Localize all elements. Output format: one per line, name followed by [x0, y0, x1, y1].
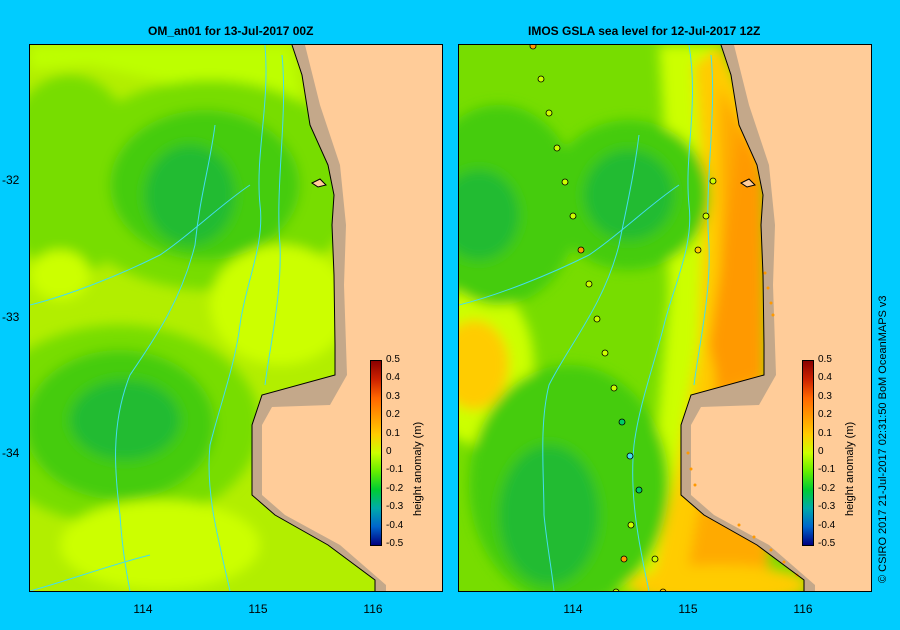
colorbar-tick-label: -0.3	[386, 501, 404, 513]
left-map-panel	[29, 44, 443, 592]
credit-text: © CSIRO 2017 21-Jul-2017 02:31:50 BoM Oc…	[877, 295, 889, 583]
lat-label-34: -34	[2, 446, 20, 460]
colorbar-tick-label: -0.4	[386, 519, 404, 531]
right-map-svg	[459, 45, 871, 591]
colorbar-tick-label: -0.2	[386, 482, 404, 494]
colorbar-tick-label: 0.3	[818, 390, 832, 402]
colorbar-tick-label: -0.4	[818, 519, 836, 531]
right-lon-label-114: 114	[563, 602, 583, 616]
colorbar-tick-label: 0.3	[386, 390, 400, 402]
left-colorbar-title: height anomaly (m)	[412, 421, 424, 516]
colorbar-tick-label: 0.5	[386, 354, 400, 365]
colorbar-tick-label: 0.5	[818, 354, 832, 365]
colorbar-tick-label: 0.4	[386, 372, 400, 384]
colorbar-tick-label: 0.2	[818, 409, 832, 421]
colorbar-tick-label: 0	[818, 446, 824, 457]
left-map-title: OM_an01 for 13-Jul-2017 00Z	[148, 24, 314, 38]
left-lon-label-116: 116	[363, 602, 383, 616]
left-map-svg	[30, 45, 442, 591]
left-lon-label-115: 115	[248, 602, 268, 616]
lat-label-33: -33	[2, 310, 20, 324]
colorbar-tick-label: -0.1	[386, 464, 404, 476]
right-map-title: IMOS GSLA sea level for 12-Jul-2017 12Z	[528, 24, 761, 38]
colorbar-tick-label: 0.2	[386, 409, 400, 421]
colorbar-tick-label: -0.2	[818, 482, 836, 494]
right-lon-label-116: 116	[793, 602, 813, 616]
lat-label-32: -32	[2, 173, 20, 187]
colorbar-tick-label: -0.5	[818, 538, 836, 549]
colorbar-tick-label: 0.1	[386, 427, 400, 439]
colorbar-tick-label: -0.5	[386, 538, 404, 549]
colorbar-tick-label: 0.1	[818, 427, 832, 439]
colorbar-tick-label: -0.1	[818, 464, 836, 476]
colorbar-tick-label: 0.4	[818, 372, 832, 384]
right-colorbar-title: height anomaly (m)	[844, 421, 856, 516]
left-lon-label-114: 114	[133, 602, 153, 616]
colorbar-tick-label: 0	[386, 446, 392, 457]
left-colorbar	[370, 360, 382, 546]
right-map-panel	[458, 44, 872, 592]
right-lon-label-115: 115	[678, 602, 698, 616]
right-colorbar	[802, 360, 814, 546]
colorbar-tick-label: -0.3	[818, 501, 836, 513]
